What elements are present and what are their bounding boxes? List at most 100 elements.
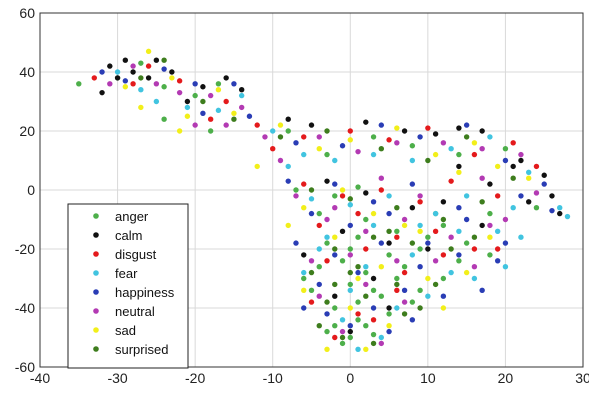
data-point-calm bbox=[99, 89, 105, 96]
data-point-anger bbox=[378, 293, 385, 299]
data-point-sad bbox=[339, 187, 346, 193]
data-point-happiness bbox=[518, 193, 524, 199]
data-point-fear bbox=[355, 346, 361, 352]
data-point-happiness bbox=[332, 252, 338, 258]
data-point-fear bbox=[487, 134, 493, 140]
legend-marker-surprised bbox=[93, 346, 99, 352]
data-point-fear bbox=[370, 151, 377, 158]
x-tick-label: -20 bbox=[185, 370, 205, 386]
x-tick-label: 0 bbox=[346, 370, 354, 386]
data-point-neutral bbox=[308, 258, 315, 264]
data-point-anger bbox=[370, 331, 377, 338]
data-point-calm bbox=[130, 69, 136, 75]
x-tick-label: -40 bbox=[30, 370, 50, 386]
data-point-fear bbox=[409, 157, 416, 164]
data-point-calm bbox=[557, 210, 563, 217]
data-point-calm bbox=[308, 122, 315, 128]
data-point-neutral bbox=[378, 340, 385, 347]
data-point-sad bbox=[526, 175, 532, 181]
data-point-happiness bbox=[463, 122, 470, 128]
data-point-disgust bbox=[510, 140, 516, 146]
legend-label: calm bbox=[115, 228, 142, 243]
data-point-disgust bbox=[176, 78, 183, 84]
data-point-fear bbox=[448, 146, 454, 152]
data-point-disgust bbox=[91, 75, 98, 81]
data-point-surprised bbox=[277, 134, 284, 140]
data-point-anger bbox=[347, 246, 353, 252]
data-point-neutral bbox=[448, 234, 454, 240]
data-point-calm bbox=[479, 222, 485, 229]
data-point-surprised bbox=[394, 281, 400, 288]
legend-item-neutral: neutral bbox=[93, 304, 155, 319]
data-point-anger bbox=[409, 299, 416, 305]
legend-marker-happiness bbox=[93, 289, 99, 295]
data-point-disgust bbox=[332, 334, 338, 341]
data-point-neutral bbox=[355, 148, 361, 155]
data-point-calm bbox=[432, 131, 439, 137]
data-point-surprised bbox=[378, 146, 385, 152]
data-point-disgust bbox=[425, 125, 431, 131]
data-point-disgust bbox=[417, 199, 423, 205]
data-point-anger bbox=[192, 92, 198, 99]
data-point-calm bbox=[339, 228, 346, 234]
data-point-fear bbox=[347, 202, 353, 208]
data-point-calm bbox=[386, 240, 392, 246]
legend-marker-disgust bbox=[93, 251, 99, 257]
data-point-neutral bbox=[432, 258, 439, 264]
data-point-anger bbox=[324, 151, 330, 158]
data-point-calm bbox=[440, 199, 447, 205]
data-point-calm bbox=[200, 84, 206, 90]
data-point-anger bbox=[347, 334, 353, 341]
data-point-neutral bbox=[518, 151, 524, 158]
data-point-happiness bbox=[541, 181, 547, 187]
data-point-anger bbox=[316, 210, 322, 217]
data-point-happiness bbox=[355, 269, 361, 276]
data-point-surprised bbox=[370, 234, 377, 240]
data-point-fear bbox=[417, 222, 423, 229]
data-point-happiness bbox=[463, 216, 470, 223]
data-point-neutral bbox=[262, 134, 268, 140]
data-point-calm bbox=[332, 293, 338, 299]
data-point-anger bbox=[487, 252, 493, 258]
data-point-happiness bbox=[293, 140, 299, 146]
data-point-anger bbox=[440, 275, 447, 282]
data-point-neutral bbox=[487, 222, 493, 229]
data-point-sad bbox=[394, 125, 400, 131]
data-point-calm bbox=[324, 178, 330, 184]
legend-marker-sad bbox=[93, 327, 99, 333]
data-point-happiness bbox=[549, 207, 555, 214]
data-point-surprised bbox=[370, 340, 377, 347]
data-point-neutral bbox=[401, 216, 408, 223]
data-point-anger bbox=[161, 116, 167, 122]
legend-label: surprised bbox=[115, 342, 168, 357]
data-point-happiness bbox=[231, 81, 237, 87]
data-point-disgust bbox=[386, 137, 392, 143]
data-point-sad bbox=[347, 137, 353, 143]
series-anger bbox=[76, 60, 540, 347]
data-point-neutral bbox=[417, 193, 423, 199]
data-point-calm bbox=[526, 199, 532, 205]
data-point-calm bbox=[184, 98, 191, 105]
data-point-sad bbox=[215, 87, 222, 93]
data-point-calm bbox=[456, 125, 462, 131]
data-point-happiness bbox=[440, 293, 447, 299]
data-point-anger bbox=[417, 246, 423, 252]
data-point-anger bbox=[161, 84, 167, 90]
data-point-disgust bbox=[533, 163, 540, 170]
data-point-calm bbox=[114, 75, 121, 81]
data-point-anger bbox=[487, 210, 493, 217]
data-point-happiness bbox=[347, 222, 353, 229]
data-point-happiness bbox=[479, 287, 485, 293]
data-point-anger bbox=[502, 146, 509, 152]
data-point-calm bbox=[541, 172, 547, 178]
data-point-disgust bbox=[223, 98, 229, 105]
data-point-happiness bbox=[378, 240, 385, 246]
data-point-surprised bbox=[347, 196, 353, 202]
data-point-disgust bbox=[355, 311, 361, 317]
data-point-surprised bbox=[417, 305, 423, 311]
data-point-happiness bbox=[386, 210, 392, 217]
data-point-surprised bbox=[409, 240, 416, 246]
legend-label: happiness bbox=[115, 285, 175, 300]
data-point-disgust bbox=[308, 299, 315, 305]
